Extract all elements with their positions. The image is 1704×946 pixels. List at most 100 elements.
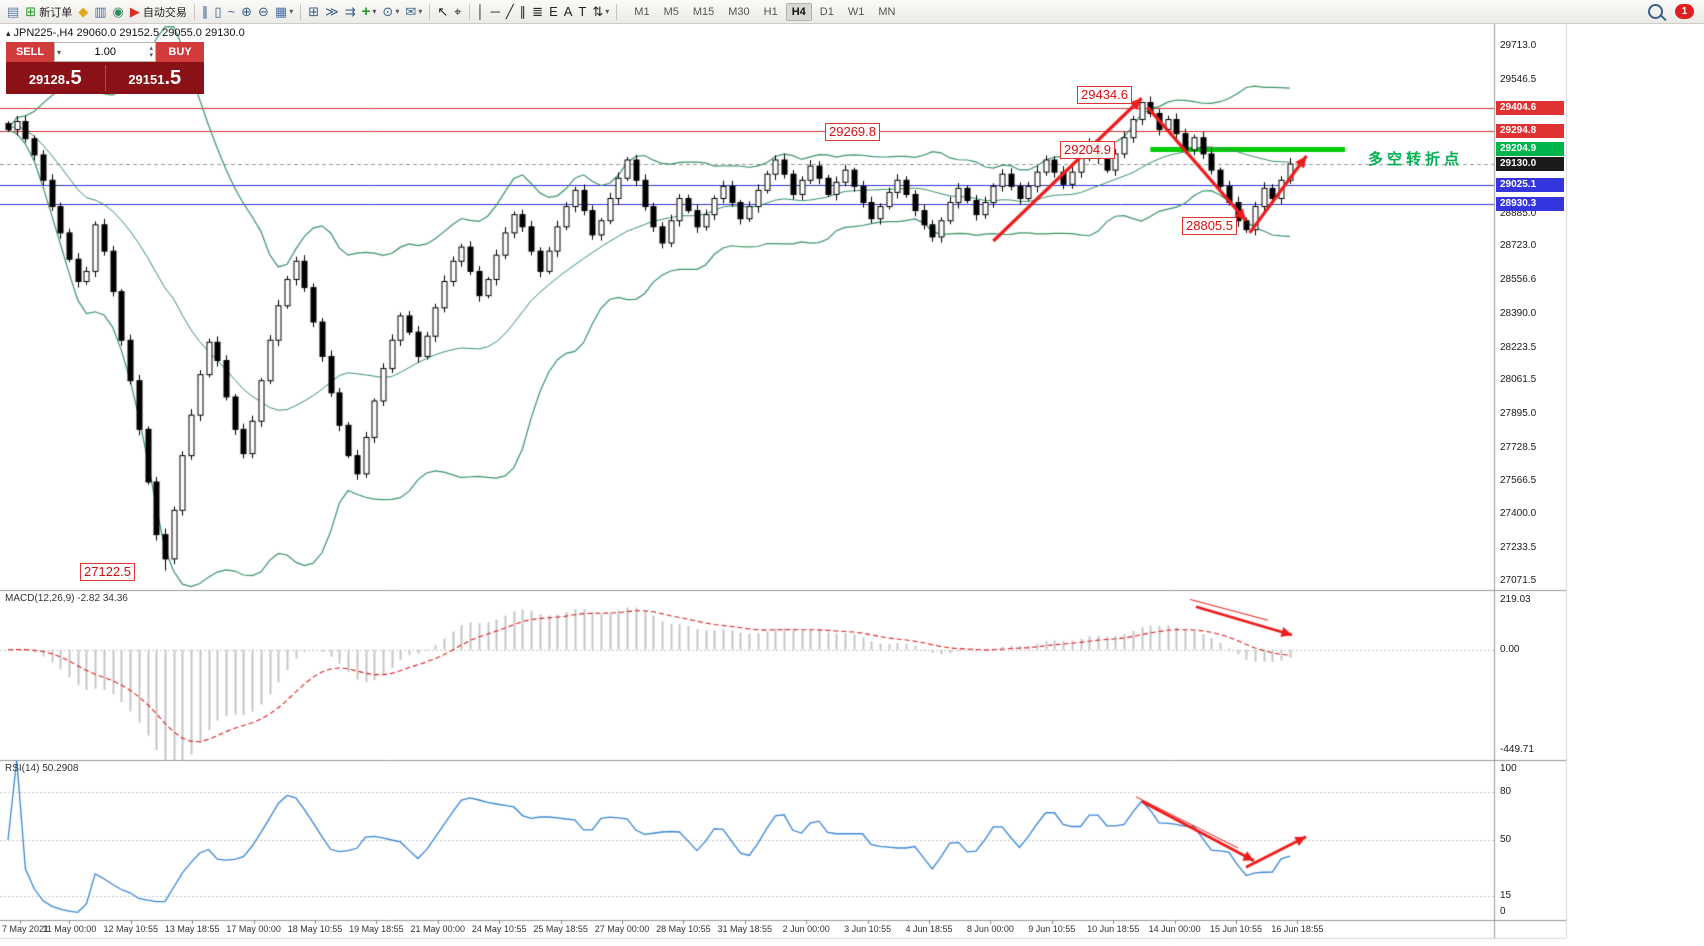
- text-icon[interactable]: A: [561, 2, 576, 22]
- grid-icon[interactable]: ▦ ▾: [272, 2, 296, 22]
- arrows-icon[interactable]: ⇅ ▾: [589, 2, 612, 22]
- timeframe-h1[interactable]: H1: [763, 5, 778, 18]
- history-center-icon[interactable]: ◉: [110, 2, 127, 22]
- crosshair-icon: ⌖: [454, 3, 462, 19]
- zoom-in-icon: ⊕: [241, 3, 252, 19]
- label-icon[interactable]: T: [575, 2, 589, 22]
- price-scale-box: 29025.1: [1496, 178, 1564, 192]
- timeframe-d1[interactable]: D1: [819, 5, 834, 18]
- timeline-label: 25 May 18:55: [533, 924, 588, 934]
- indicators-icon[interactable]: + ▾: [359, 2, 380, 22]
- trendline-icon[interactable]: ╱: [503, 2, 517, 22]
- price-scale-tick: 29546.5: [1500, 74, 1537, 85]
- zoom-in-icon[interactable]: ⊕: [238, 2, 255, 22]
- volume-dropdown-icon[interactable]: ▾: [57, 47, 62, 57]
- dropdown-caret-icon[interactable]: ▾: [605, 7, 610, 16]
- dropdown-caret-icon[interactable]: ▾: [289, 7, 294, 16]
- vertical-line-icon[interactable]: │: [474, 2, 488, 22]
- volume-spinner[interactable]: ▴ ▾: [149, 45, 153, 59]
- autotrading-button: ▶: [129, 3, 140, 19]
- timeline-label: 2 Jun 00:00: [782, 924, 830, 934]
- buy-price[interactable]: 29151.5: [128, 66, 182, 89]
- timeframe-m30[interactable]: M30: [728, 5, 750, 18]
- price-scale-tick: 27071.5: [1500, 575, 1537, 586]
- candle-chart-mode-icon[interactable]: ▯: [211, 2, 224, 22]
- notification-badge[interactable]: 1: [1675, 4, 1694, 19]
- price-callout-29204[interactable]: 29204.9: [1060, 141, 1115, 159]
- mail-icon: ✉: [405, 3, 417, 19]
- toolbar: ▤ ⊞ 新订单 ◆ ▥ ◉ ▶ 自动交易 ∥ ▯ ~ ⊕ ⊖ ▦ ▾ ⊞ ≫ ⇉ + ▾ ⊙ ▾ ✉ ▾ ↖ ⌖ │ ─ ╱ ∥ ≣ E A T ⇅…: [0, 0, 1704, 24]
- timeline-label: 24 May 10:55: [471, 924, 527, 934]
- timeline-label: 13 May 18:55: [164, 924, 220, 934]
- market-depth-icon: ▥: [94, 3, 107, 19]
- price-divider: [104, 65, 106, 91]
- rsi-scale-tick: 100: [1500, 763, 1517, 774]
- timeframe-h4[interactable]: H4: [785, 2, 812, 21]
- search-icon[interactable]: [1648, 4, 1663, 19]
- buy-button[interactable]: BUY: [156, 42, 204, 62]
- timeline-label: 8 Jun 00:00: [966, 924, 1014, 934]
- macd-indicator-label: MACD(12,26,9) -2.82 34.36: [5, 593, 128, 604]
- macd-scale-tick: 0.00: [1500, 644, 1520, 655]
- toolbar-separator: [429, 3, 431, 20]
- chart-window-icon[interactable]: ▤: [4, 2, 22, 22]
- one-click-trading-panel: SELL ▾ ▴▾ BUY 29128.5 29151.5: [6, 42, 204, 94]
- price-scale-tick: 27400.0: [1500, 508, 1537, 519]
- timeline-label: 31 May 18:55: [717, 924, 773, 934]
- cycles-icon[interactable]: ⊙ ▾: [379, 2, 402, 22]
- horizontal-line-icon[interactable]: ─: [488, 2, 503, 22]
- volume-control[interactable]: ▾ ▴▾: [54, 42, 156, 62]
- timeframe-w1[interactable]: W1: [847, 5, 865, 18]
- autotrading-button-label: 自动交易: [142, 6, 187, 19]
- sell-button[interactable]: SELL: [6, 42, 54, 62]
- channel-icon[interactable]: ∥: [517, 2, 530, 22]
- collapse-icon[interactable]: ▴: [6, 28, 11, 38]
- sell-price[interactable]: 29128.5: [28, 66, 82, 89]
- zoom-out-icon[interactable]: ⊖: [255, 2, 272, 22]
- tile-windows-icon[interactable]: ⊞: [305, 2, 322, 22]
- bar-chart-mode-icon[interactable]: ∥: [199, 2, 212, 22]
- crosshair-icon[interactable]: ⌖: [451, 2, 464, 22]
- autotrading-button[interactable]: ▶ 自动交易: [127, 2, 190, 22]
- price-scale-tick: 28723.0: [1500, 240, 1537, 251]
- toolbar-items: ▤ ⊞ 新订单 ◆ ▥ ◉ ▶ 自动交易 ∥ ▯ ~ ⊕ ⊖ ▦ ▾ ⊞ ≫ ⇉ + ▾ ⊙ ▾ ✉ ▾ ↖ ⌖ │ ─ ╱ ∥ ≣ E A T ⇅…: [4, 0, 621, 23]
- price-callout-29269[interactable]: 29269.8: [825, 123, 880, 141]
- equidistant-icon[interactable]: E: [546, 2, 561, 22]
- line-chart-mode-icon: ~: [227, 3, 236, 19]
- fibonacci-icon: ≣: [532, 3, 544, 19]
- volume-down-icon[interactable]: ▾: [149, 52, 153, 59]
- timeline-label: 27 May 00:00: [594, 924, 650, 934]
- volume-up-icon[interactable]: ▴: [149, 45, 153, 52]
- dropdown-caret-icon[interactable]: ▾: [372, 7, 377, 16]
- price-callout-high[interactable]: 29434.6: [1077, 86, 1132, 104]
- price-scale-box: 29130.0: [1496, 157, 1564, 171]
- market-depth-icon[interactable]: ▥: [91, 2, 109, 22]
- timeframe-m15[interactable]: M15: [692, 5, 715, 18]
- cursor-icon[interactable]: ↖: [434, 2, 451, 22]
- price-callout-28805[interactable]: 28805.5: [1182, 217, 1237, 235]
- fibonacci-icon[interactable]: ≣: [529, 2, 546, 22]
- timeframe-m5[interactable]: M5: [663, 5, 679, 18]
- timeframe-mn[interactable]: MN: [878, 5, 896, 18]
- macd-scale-tick: -449.71: [1500, 744, 1534, 755]
- volume-input[interactable]: [75, 43, 136, 61]
- toolbar-separator: [616, 3, 618, 20]
- timeframe-m1[interactable]: M1: [634, 5, 650, 18]
- arrows-icon: ⇅: [592, 3, 604, 19]
- auto-scroll-icon[interactable]: ≫: [322, 2, 342, 22]
- templates-icon: ◆: [78, 3, 89, 19]
- price-scale-tick: 28556.6: [1500, 274, 1537, 285]
- timeline-label: 12 May 10:55: [103, 924, 159, 934]
- mail-icon[interactable]: ✉ ▾: [402, 2, 425, 22]
- timeline-label: 15 Jun 10:55: [1209, 924, 1263, 934]
- templates-icon[interactable]: ◆: [75, 2, 91, 22]
- dropdown-caret-icon[interactable]: ▾: [395, 7, 400, 16]
- dropdown-caret-icon[interactable]: ▾: [418, 7, 423, 16]
- zoom-out-icon: ⊖: [258, 3, 269, 19]
- chart-shift-icon[interactable]: ⇉: [342, 2, 359, 22]
- price-callout-27122[interactable]: 27122.5: [80, 563, 135, 581]
- new-order-button[interactable]: ⊞ 新订单: [22, 2, 75, 22]
- line-chart-mode-icon[interactable]: ~: [225, 2, 239, 22]
- timeline-label: 11 May 00:00: [42, 924, 97, 934]
